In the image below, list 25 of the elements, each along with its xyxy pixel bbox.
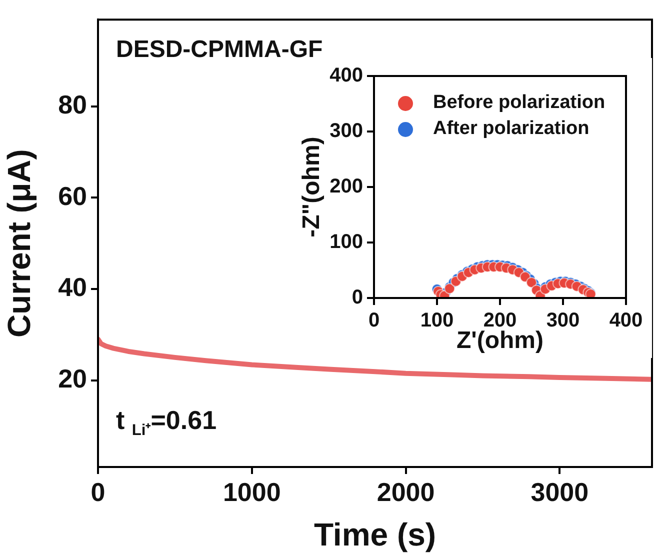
- y-tick-label: 400: [330, 64, 363, 87]
- y-tick-label: 100: [330, 231, 363, 254]
- x-tick-label: 400: [609, 310, 643, 332]
- y-axis-title: -Z"(ohm): [298, 136, 326, 238]
- y-tick-label: 80: [58, 90, 87, 120]
- y-tick-label: 200: [330, 176, 363, 198]
- y-tick-label: 300: [330, 120, 363, 142]
- x-tick-label: 0: [90, 476, 106, 507]
- x-tick-label: 3000: [530, 476, 589, 507]
- x-tick-label: 300: [546, 310, 580, 332]
- y-tick-label: 20: [58, 363, 87, 394]
- y-tick-label: 60: [58, 180, 87, 211]
- x-tick-label: 2000: [376, 476, 435, 507]
- x-tick-label: 0: [368, 310, 380, 332]
- y-axis-title: Current (μA): [1, 149, 38, 338]
- y-tick-label: 40: [58, 272, 87, 302]
- y-tick-label: 0: [352, 286, 363, 309]
- legend-label: After polarization: [433, 118, 590, 140]
- point: [526, 276, 537, 288]
- x-axis-title: Time (s): [314, 516, 436, 553]
- x-tick-label: 1000: [222, 476, 281, 507]
- annotation: t $_{Li⁺}$=0.61: [116, 405, 217, 440]
- annotation: DESD-CPMMA-GF: [116, 36, 323, 64]
- legend-label: Before polarization: [433, 92, 606, 114]
- x-tick-label: 100: [420, 310, 454, 332]
